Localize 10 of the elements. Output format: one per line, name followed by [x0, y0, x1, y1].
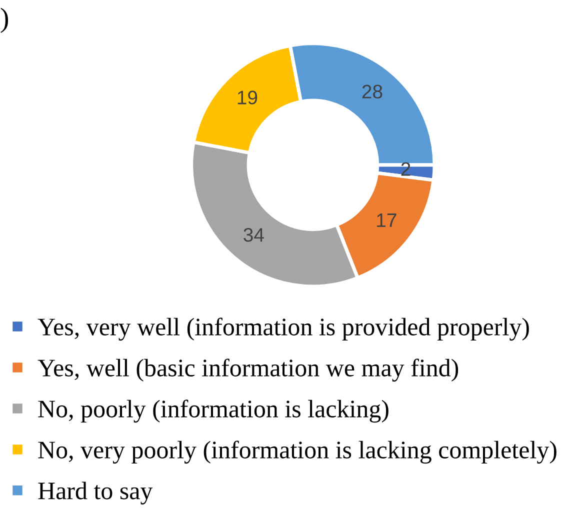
legend-label: No, very poorly (information is lacking completely)	[38, 440, 556, 464]
legend-label: Hard to say	[38, 482, 153, 504]
data-label: 17	[377, 214, 396, 227]
text: )	[0, 8, 8, 33]
data-label: 34	[244, 228, 264, 242]
data-label: 19	[238, 90, 258, 104]
legend-label: Yes, well (basic information we may find)	[38, 358, 458, 382]
legend-label: Yes, very well (information is provided properly)	[38, 318, 529, 341]
legend-label: No, poorly (information is lacking)	[38, 400, 388, 423]
data-label: 28	[362, 84, 382, 99]
